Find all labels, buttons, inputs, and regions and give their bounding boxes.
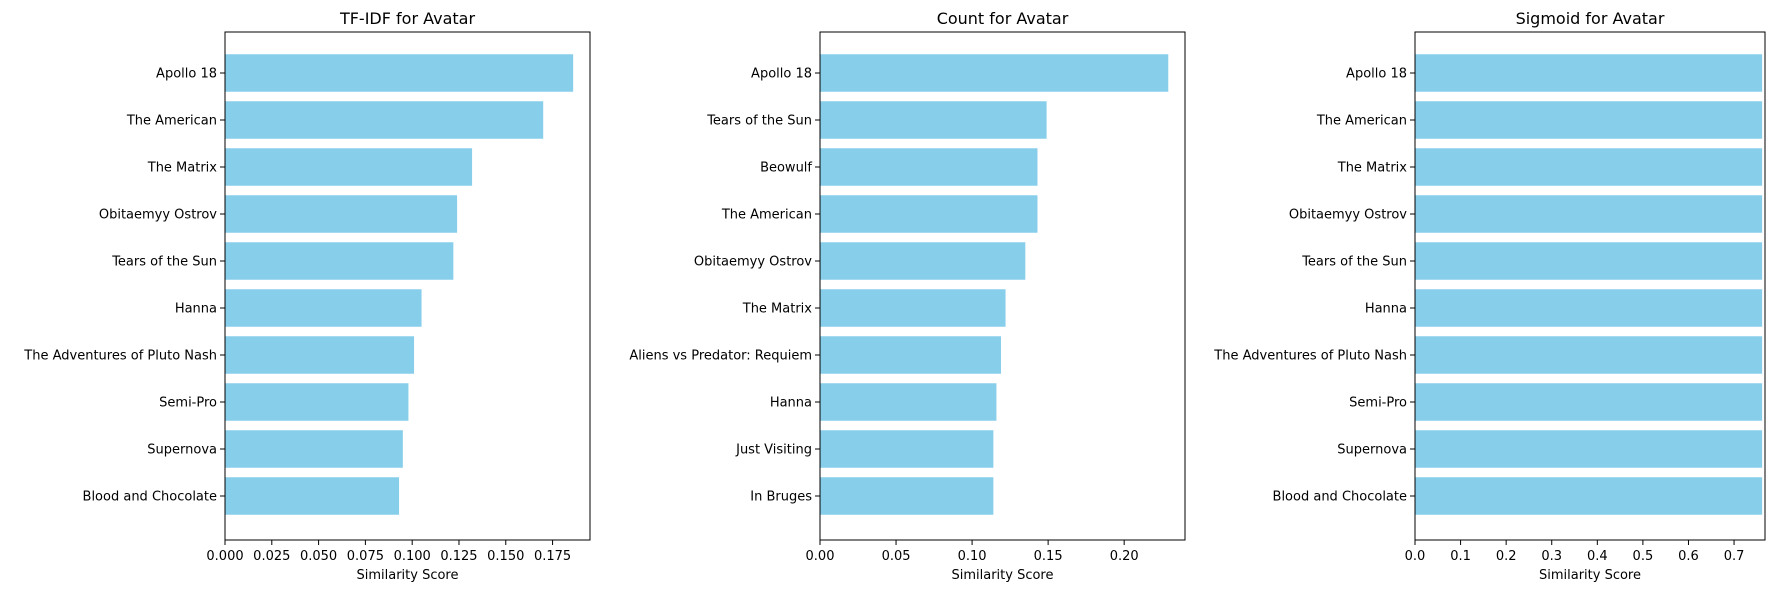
y-tick-label: Aliens vs Predator: Requiem xyxy=(629,349,812,364)
bar xyxy=(225,289,422,327)
x-tick-label: 0.4 xyxy=(1587,549,1608,564)
bar xyxy=(1415,289,1763,327)
y-tick-label: The American xyxy=(721,208,812,223)
x-tick-label: 0.5 xyxy=(1633,549,1654,564)
chart-title: Sigmoid for Avatar xyxy=(1516,9,1665,28)
bar xyxy=(225,54,574,92)
x-tick-label: 0.075 xyxy=(347,549,384,564)
y-tick-label: The Matrix xyxy=(1337,161,1408,176)
bar xyxy=(820,195,1038,233)
bar xyxy=(225,148,473,186)
y-tick-label: Obitaemyy Ostrov xyxy=(694,255,812,270)
x-tick-label: 0.000 xyxy=(206,549,243,564)
bar xyxy=(225,477,400,515)
bar xyxy=(225,383,409,421)
x-tick-label: 0.150 xyxy=(487,549,524,564)
y-tick-label: Supernova xyxy=(1337,443,1407,458)
y-tick-label: Hanna xyxy=(770,396,812,411)
bar xyxy=(1415,148,1763,186)
bar xyxy=(1415,101,1763,139)
x-axis-label: Similarity Score xyxy=(951,568,1053,583)
x-tick-label: 0.050 xyxy=(300,549,337,564)
bar xyxy=(225,195,458,233)
y-tick-label: The American xyxy=(1316,114,1407,129)
y-tick-label: Hanna xyxy=(1365,302,1407,317)
chart-panel: Apollo 18 Tears of the Sun Beowulf The Amer… xyxy=(629,9,1186,583)
y-tick-label: Supernova xyxy=(147,443,217,458)
y-tick-label: Obitaemyy Ostrov xyxy=(99,208,217,223)
bar xyxy=(1415,336,1763,374)
chart-panel: Apollo 18 The American The Matrix Obitaemyy… xyxy=(23,9,591,583)
bar xyxy=(225,242,454,280)
x-tick-label: 0.6 xyxy=(1678,549,1699,564)
y-tick-label: Blood and Chocolate xyxy=(1273,490,1407,505)
bar xyxy=(820,289,1006,327)
chart-title: TF-IDF for Avatar xyxy=(339,9,476,28)
x-tick-label: 0.7 xyxy=(1724,549,1745,564)
chart-title: Count for Avatar xyxy=(937,9,1069,28)
y-tick-label: The Adventures of Pluto Nash xyxy=(1213,349,1407,364)
y-tick-label: Semi-Pro xyxy=(1349,396,1407,411)
x-tick-label: 0.10 xyxy=(958,549,987,564)
bar xyxy=(820,383,997,421)
bar xyxy=(820,336,1001,374)
y-tick-label: Semi-Pro xyxy=(159,396,217,411)
y-tick-label: Beowulf xyxy=(760,161,812,176)
plot-frame xyxy=(1414,31,1766,541)
y-tick-label: Tears of the Sun xyxy=(1301,255,1407,270)
bar xyxy=(1415,242,1763,280)
bar xyxy=(225,336,415,374)
bar xyxy=(1415,195,1763,233)
y-tick-label: The Matrix xyxy=(742,302,813,317)
x-tick-label: 0.20 xyxy=(1110,549,1139,564)
x-tick-label: 0.05 xyxy=(882,549,911,564)
y-tick-label: The Matrix xyxy=(147,161,218,176)
y-tick-label: In Bruges xyxy=(750,490,812,505)
y-tick-label: Apollo 18 xyxy=(156,67,217,82)
x-axis-label: Similarity Score xyxy=(1539,568,1641,583)
y-tick-label: Obitaemyy Ostrov xyxy=(1289,208,1407,223)
bar xyxy=(1415,430,1763,468)
y-tick-label: Hanna xyxy=(175,302,217,317)
bar xyxy=(225,430,403,468)
bar xyxy=(820,101,1047,139)
bar xyxy=(1415,383,1763,421)
bar xyxy=(225,101,544,139)
y-tick-label: The Adventures of Pluto Nash xyxy=(23,349,217,364)
x-tick-label: 0.175 xyxy=(534,549,571,564)
x-tick-label: 0.3 xyxy=(1541,549,1562,564)
x-tick-label: 0.1 xyxy=(1450,549,1471,564)
bar xyxy=(820,430,994,468)
x-tick-label: 0.0 xyxy=(1405,549,1426,564)
bar xyxy=(820,54,1169,92)
y-tick-label: Apollo 18 xyxy=(751,67,812,82)
x-tick-label: 0.00 xyxy=(806,549,835,564)
x-tick-label: 0.125 xyxy=(440,549,477,564)
bar xyxy=(820,148,1038,186)
x-tick-label: 0.025 xyxy=(253,549,290,564)
y-tick-label: Just Visiting xyxy=(735,443,812,458)
x-axis-label: Similarity Score xyxy=(356,568,458,583)
chart-panel: Apollo 18 The American The Matrix Obitaemyy… xyxy=(1213,9,1766,583)
plot-frame xyxy=(224,31,591,541)
y-tick-label: Blood and Chocolate xyxy=(83,490,217,505)
y-tick-label: The American xyxy=(126,114,217,129)
plot-frame xyxy=(819,31,1186,541)
bar xyxy=(1415,54,1763,92)
y-tick-label: Tears of the Sun xyxy=(111,255,217,270)
x-tick-label: 0.2 xyxy=(1496,549,1517,564)
x-tick-label: 0.100 xyxy=(394,549,431,564)
y-tick-label: Tears of the Sun xyxy=(706,114,812,129)
bar xyxy=(1415,477,1763,515)
x-tick-label: 0.15 xyxy=(1034,549,1063,564)
bar xyxy=(820,477,994,515)
y-tick-label: Apollo 18 xyxy=(1346,67,1407,82)
bar xyxy=(820,242,1026,280)
